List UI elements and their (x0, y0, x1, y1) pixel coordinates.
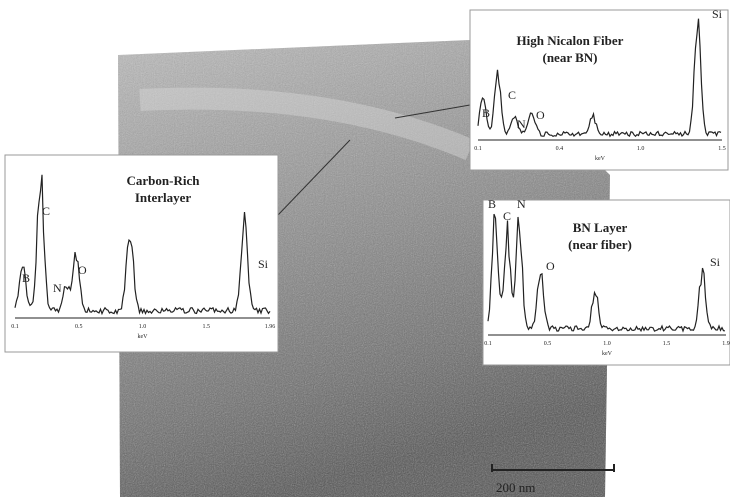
tick-label: 0.1 (474, 146, 482, 152)
peak-label: C (503, 209, 511, 223)
tick-label: 1.9 (722, 341, 730, 347)
axis-label: keV (602, 351, 613, 357)
inset-title: High Nicalon Fiber (517, 33, 624, 48)
peak-label: N (517, 117, 526, 131)
inset-title: (near BN) (542, 50, 597, 65)
peak-label: O (546, 259, 555, 273)
inset-title: Carbon-Rich (127, 173, 201, 188)
peak-label: C (508, 88, 516, 102)
axis-label: keV (595, 156, 606, 162)
tick-label: 1.5 (663, 341, 671, 347)
tick-label: 0.5 (544, 341, 552, 347)
peak-label: B (22, 271, 30, 285)
peak-label: Si (710, 255, 721, 269)
peak-label: C (42, 204, 50, 218)
tick-label: 1.0 (139, 324, 147, 330)
tick-label: 1.5 (718, 146, 726, 152)
tick-label: 0.1 (11, 324, 19, 330)
tick-label: 0.4 (556, 146, 564, 152)
inset-title: BN Layer (573, 220, 628, 235)
peak-label: O (78, 263, 87, 277)
tick-label: 0.1 (484, 341, 492, 347)
peak-label: Si (712, 7, 723, 21)
tick-label: 1.96 (265, 324, 276, 330)
peak-label: O (536, 108, 545, 122)
peak-label: B (482, 106, 490, 120)
peak-label: N (53, 281, 62, 295)
scale-label: 200 nm (496, 480, 535, 495)
tick-label: 1.0 (603, 341, 611, 347)
peak-label: B (488, 197, 496, 211)
peak-label: Si (258, 257, 269, 271)
axis-label: keV (138, 334, 149, 340)
peak-label: N (517, 197, 526, 211)
figure: 200 nm Carbon-RichInterlayerBCNOSi0.10.5… (0, 0, 730, 497)
tick-label: 0.5 (75, 324, 83, 330)
tick-label: 1.5 (203, 324, 211, 330)
inset-title: (near fiber) (568, 237, 632, 252)
tick-label: 1.0 (637, 146, 645, 152)
inset-title: Interlayer (135, 190, 192, 205)
